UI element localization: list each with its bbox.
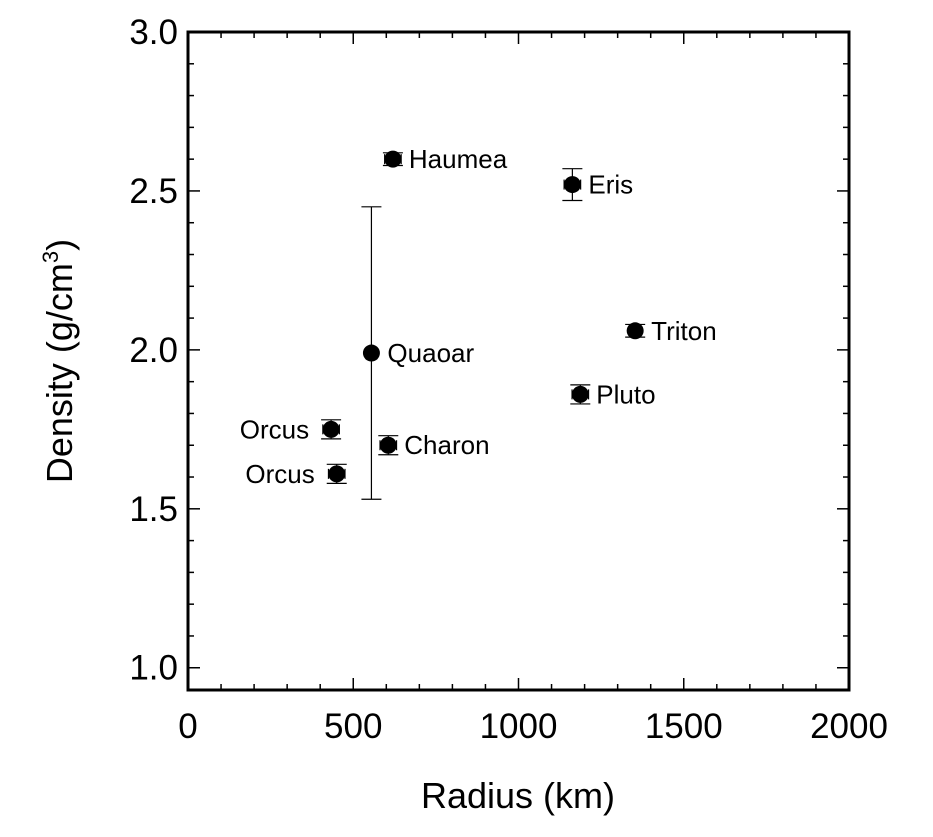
y-tick-label: 2.0 (129, 331, 178, 370)
y-tick-label: 1.0 (129, 649, 178, 688)
point-label: Orcus (245, 459, 314, 489)
point-label: Triton (651, 316, 717, 346)
x-tick-label: 1500 (645, 707, 723, 746)
data-point (563, 176, 581, 194)
data-point (571, 385, 589, 403)
y-axis-title-sup: 3 (38, 251, 63, 263)
y-tick-label: 2.5 (129, 172, 178, 211)
data-point (328, 465, 346, 483)
data-point (362, 344, 380, 362)
point-labels: Haumea Eris Quaoar Triton Pluto Charon Orcus Or… (240, 144, 717, 489)
axis-ticks (187, 31, 850, 690)
x-tick-label: 2000 (810, 707, 888, 746)
x-axis-title: Radius (km) (421, 775, 615, 816)
point-label: Haumea (409, 144, 508, 174)
point-label: Eris (588, 170, 633, 200)
y-axis-title-main: Density (g/cm (39, 263, 80, 483)
data-point (384, 150, 402, 168)
data-marks (321, 150, 646, 500)
y-axis-title: Density (g/cm3) (38, 239, 80, 483)
y-tick-label: 3.0 (129, 13, 178, 52)
data-point (379, 436, 397, 454)
tick-labels: 0 500 1000 1500 2000 1.0 1.5 2.0 2.5 3.0 (129, 13, 888, 746)
plot-frame (186, 30, 851, 692)
x-tick-label: 1000 (480, 707, 558, 746)
point-label: Pluto (596, 379, 655, 409)
data-point (626, 322, 644, 340)
y-tick-label: 1.5 (129, 490, 178, 529)
x-tick-label: 500 (324, 707, 382, 746)
data-point (322, 420, 340, 438)
point-label: Orcus (240, 414, 309, 444)
x-tick-label: 0 (178, 707, 197, 746)
point-label: Charon (404, 430, 489, 460)
y-axis-title-end: ) (39, 239, 80, 251)
point-label: Quaoar (387, 338, 474, 368)
